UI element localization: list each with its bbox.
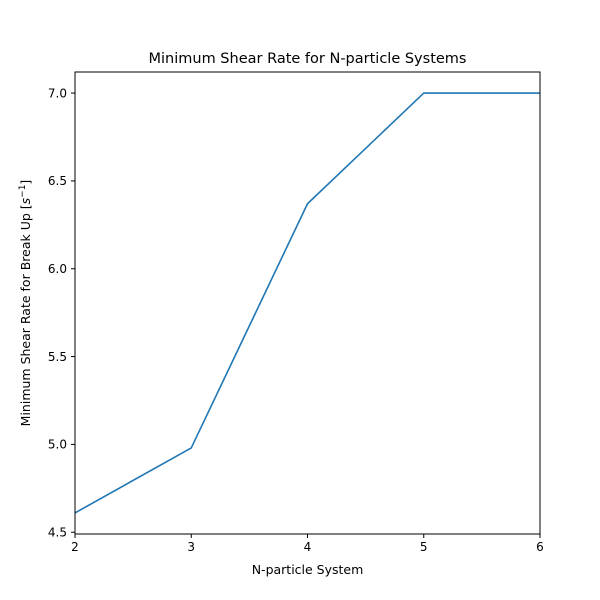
x-tick-label: 2 (71, 540, 79, 554)
x-tick-label: 4 (304, 540, 312, 554)
y-axis-label-unit-exponent: −1 (18, 185, 28, 198)
y-tick-label: 6.5 (48, 174, 67, 188)
x-tick-label: 5 (420, 540, 428, 554)
y-tick-label: 6.0 (48, 262, 67, 276)
y-axis-ticks: 4.5 5.0 5.5 6.0 6.5 7.0 (48, 86, 75, 540)
y-axis-label-unit: s (18, 197, 33, 204)
x-axis-label: N-particle System (252, 562, 364, 577)
x-tick-label: 6 (536, 540, 544, 554)
y-tick-label: 7.0 (48, 86, 67, 100)
y-tick-label: 5.0 (48, 438, 67, 452)
y-tick-label: 4.5 (48, 526, 67, 540)
x-tick-label: 3 (187, 540, 195, 554)
y-axis-label: Minimum Shear Rate for Break Up [s−1] (18, 180, 33, 427)
series-line (74, 92, 540, 514)
chart-title: Minimum Shear Rate for N-particle System… (149, 51, 467, 67)
axes-frame (74, 71, 541, 535)
plot-area (74, 92, 540, 514)
y-axis-label-text: Minimum Shear Rate for Break Up [ (18, 204, 33, 426)
x-axis-ticks: 2 3 4 5 6 (71, 534, 544, 554)
y-axis-label-close: ] (18, 180, 33, 185)
y-tick-label: 5.5 (48, 350, 67, 364)
